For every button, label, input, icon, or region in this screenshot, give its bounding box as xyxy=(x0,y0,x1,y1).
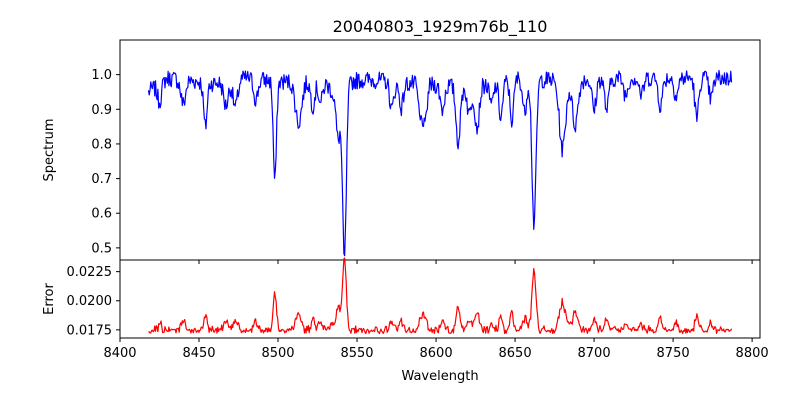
spectrum-y-tick-label: 0.7 xyxy=(91,172,112,187)
x-tick-label: 8450 xyxy=(182,346,215,361)
error-y-label: Error xyxy=(42,283,57,315)
spectrum-y-axis: 0.5 0.6 0.7 0.8 0.9 1.0 xyxy=(91,68,120,256)
spectrum-x-ticks xyxy=(119,260,753,264)
x-tick-label: 8550 xyxy=(340,346,373,361)
error-line xyxy=(148,257,733,335)
spectrum-y-label: Spectrum xyxy=(42,119,57,182)
x-axis-label: Wavelength xyxy=(401,369,478,384)
error-plot-frame xyxy=(119,259,761,339)
spectrum-y-tick-label: 1.0 xyxy=(91,68,112,83)
error-y-tick-label: 0.0175 xyxy=(67,323,113,338)
error-y-axis: 0.0175 0.0200 0.0225 xyxy=(67,265,120,338)
spectrum-y-tick-label: 0.6 xyxy=(91,207,112,222)
x-tick-label: 8400 xyxy=(103,346,136,361)
spectrum-y-tick-label: 0.5 xyxy=(91,241,112,256)
x-tick-label: 8750 xyxy=(657,346,690,361)
spectrum-plot-frame xyxy=(119,39,761,261)
spectrum-y-tick-label: 0.9 xyxy=(91,103,112,118)
x-tick-label: 8650 xyxy=(499,346,532,361)
spectrum-line xyxy=(147,69,733,257)
error-y-tick-label: 0.0200 xyxy=(67,294,113,309)
error-y-tick-label: 0.0225 xyxy=(67,265,113,280)
x-tick-label: 8600 xyxy=(420,346,453,361)
spectrum-y-tick-label: 0.8 xyxy=(91,137,112,152)
spectrum-panel: 0.5 0.6 0.7 0.8 0.9 1.0 Spectrum xyxy=(42,39,761,264)
x-tick-label: 8700 xyxy=(578,346,611,361)
error-x-axis: 8400 8450 8500 8550 8600 8650 8700 8750 8800 xyxy=(103,338,769,361)
chart-title: 20040803_1929m76b_110 xyxy=(333,17,548,37)
x-tick-label: 8500 xyxy=(261,346,294,361)
x-tick-label: 8800 xyxy=(736,346,769,361)
